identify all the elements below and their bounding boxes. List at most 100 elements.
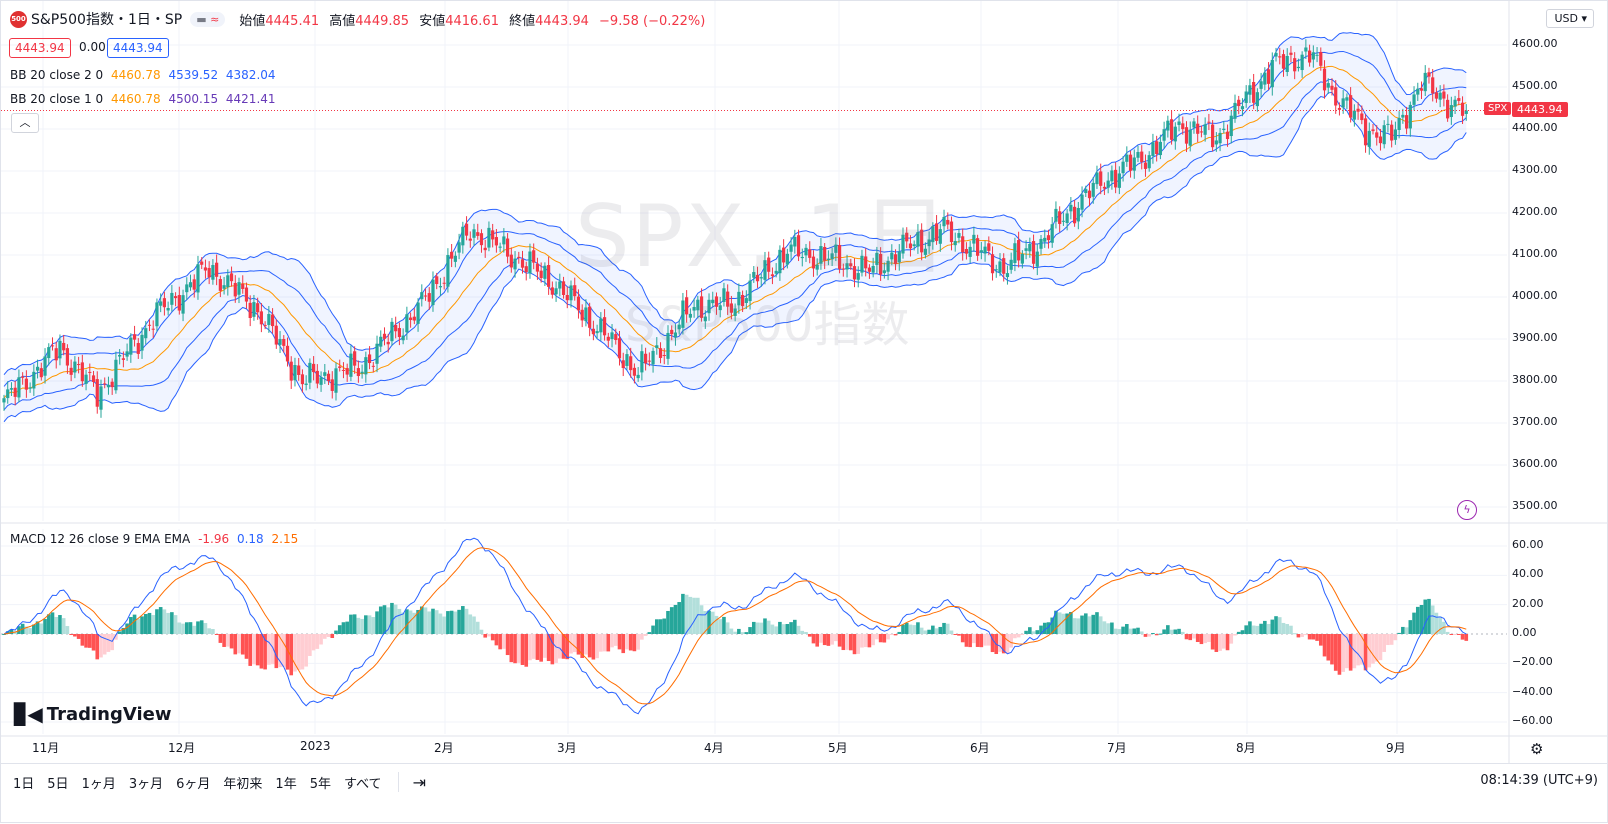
candle-body xyxy=(517,256,521,258)
candle-body xyxy=(312,363,316,373)
candle-body xyxy=(927,239,931,247)
candle-body xyxy=(934,223,939,241)
macd-histogram-bar xyxy=(218,634,223,643)
candle-body xyxy=(144,328,148,339)
macd-histogram-bar xyxy=(625,634,629,650)
bb2-legend[interactable]: BB 20 close 2 0 4460.78 4539.52 4382.04 xyxy=(10,68,276,82)
lightning-icon[interactable]: ϟ xyxy=(1457,500,1477,520)
candle-body xyxy=(569,285,573,301)
macd-histogram-bar xyxy=(252,634,256,665)
macd-histogram-bar xyxy=(1270,619,1275,634)
candle-body xyxy=(729,303,734,313)
candle-body xyxy=(647,360,651,362)
candle-body xyxy=(871,265,875,273)
macd-histogram-bar xyxy=(431,608,435,634)
candle-body xyxy=(666,332,670,359)
macd-legend[interactable]: MACD 12 26 close 9 EMA EMA -1.96 0.18 2.… xyxy=(10,532,298,546)
buy-button[interactable]: 4443.94 xyxy=(107,38,169,58)
candle-body xyxy=(304,383,308,385)
timeframe-button[interactable]: 1日 xyxy=(13,776,35,792)
macd-histogram-bar xyxy=(546,634,551,662)
bb2-upper-line xyxy=(3,32,1467,376)
macd-histogram-bar xyxy=(1113,628,1118,634)
timeframe-button[interactable]: すべて xyxy=(343,776,382,792)
macd-histogram-bar xyxy=(211,628,215,634)
price-axis-label: 4600.00 xyxy=(1512,37,1558,50)
macd-histogram-bar xyxy=(270,634,275,665)
candle-body xyxy=(170,292,174,305)
status-bar-icon: ▬ xyxy=(196,12,207,26)
market-status-pill[interactable]: ▬ ≈ xyxy=(190,11,226,27)
macd-histogram-bar xyxy=(863,634,868,648)
timeframe-button[interactable]: 1ヶ月 xyxy=(81,776,116,792)
candle-body xyxy=(692,306,696,311)
macd-histogram-bar xyxy=(986,634,991,646)
timeframe-button[interactable]: 5年 xyxy=(309,776,331,792)
tradingview-logo[interactable]: ▊◀ TradingView xyxy=(14,702,171,726)
macd-histogram-bar xyxy=(498,634,502,650)
sell-button[interactable]: 4443.94 xyxy=(9,38,71,58)
macd-histogram-bar xyxy=(375,611,379,634)
candle-body xyxy=(796,235,801,257)
macd-histogram-bar xyxy=(419,606,424,634)
candle-body xyxy=(438,286,443,288)
bb2-label: BB 20 close 2 0 xyxy=(10,68,104,82)
candle-body xyxy=(47,347,51,359)
macd-histogram-bar xyxy=(528,634,532,661)
candle-body xyxy=(177,295,181,311)
macd-histogram-bar xyxy=(360,618,364,634)
candle-body xyxy=(498,246,502,248)
settings-gear-icon[interactable]: ⚙ xyxy=(1530,740,1544,758)
macd-histogram-bar xyxy=(143,613,148,634)
macd-histogram-bar xyxy=(1199,634,1204,645)
macd-histogram-bar xyxy=(483,634,488,638)
bb1-legend[interactable]: BB 20 close 1 0 4460.78 4500.15 4421.41 xyxy=(10,92,276,106)
candle-body xyxy=(409,317,413,320)
date-range-icon[interactable]: ⇥ xyxy=(412,772,426,792)
candle-body xyxy=(677,324,681,330)
candle-body xyxy=(1457,98,1461,101)
macd-histogram-bar xyxy=(848,634,853,651)
candle-body xyxy=(670,329,674,335)
macd-histogram-bar xyxy=(781,624,786,634)
candle-body xyxy=(435,276,439,285)
candle-body xyxy=(636,374,640,379)
macd-histogram-bar xyxy=(240,634,245,655)
macd-histogram-bar xyxy=(919,627,924,634)
timeframe-button[interactable]: 6ヶ月 xyxy=(176,776,211,792)
candle-body xyxy=(1169,119,1174,140)
currency-selector[interactable]: USD ▾ xyxy=(1546,9,1594,28)
macd-histogram-bar xyxy=(1259,623,1263,634)
price-axis-label: 4100.00 xyxy=(1512,247,1558,260)
candle-body xyxy=(1315,54,1319,56)
macd-histogram-bar xyxy=(826,634,831,646)
macd-histogram-bar xyxy=(1046,622,1051,634)
candle-body xyxy=(1035,251,1039,267)
macd-histogram-bar xyxy=(1177,628,1181,634)
timeframe-button[interactable]: 1年 xyxy=(275,776,297,792)
candle-body xyxy=(1386,123,1390,125)
collapse-legend-button[interactable]: ︿ xyxy=(11,113,39,133)
timeframe-button[interactable]: 5日 xyxy=(47,776,69,792)
macd-histogram-bar xyxy=(114,634,118,640)
candle-body xyxy=(412,316,416,321)
candle-body xyxy=(1050,224,1054,243)
candle-body xyxy=(487,227,491,248)
symbol-header: 500 S&P500指数・1日・SP ▬ ≈ 始値4445.41 高値4449.… xyxy=(10,9,711,29)
candle-body xyxy=(711,299,715,304)
candle-body xyxy=(446,255,450,287)
macd-histogram-bar xyxy=(1136,627,1140,634)
macd-histogram-bar xyxy=(1464,634,1469,641)
clock[interactable]: 08:14:39 (UTC+9) xyxy=(1480,773,1598,788)
macd-histogram-bar xyxy=(9,629,14,634)
macd-histogram-bar xyxy=(960,634,965,643)
candle-body xyxy=(979,250,983,253)
symbol-title[interactable]: S&P500指数・1日・SP xyxy=(31,12,183,28)
timeframe-button[interactable]: 年初来 xyxy=(223,776,263,792)
candle-body xyxy=(173,296,178,299)
macd-histogram-bar xyxy=(602,634,607,652)
candle-body xyxy=(1431,77,1435,94)
timeframe-button[interactable]: 3ヶ月 xyxy=(128,776,164,792)
